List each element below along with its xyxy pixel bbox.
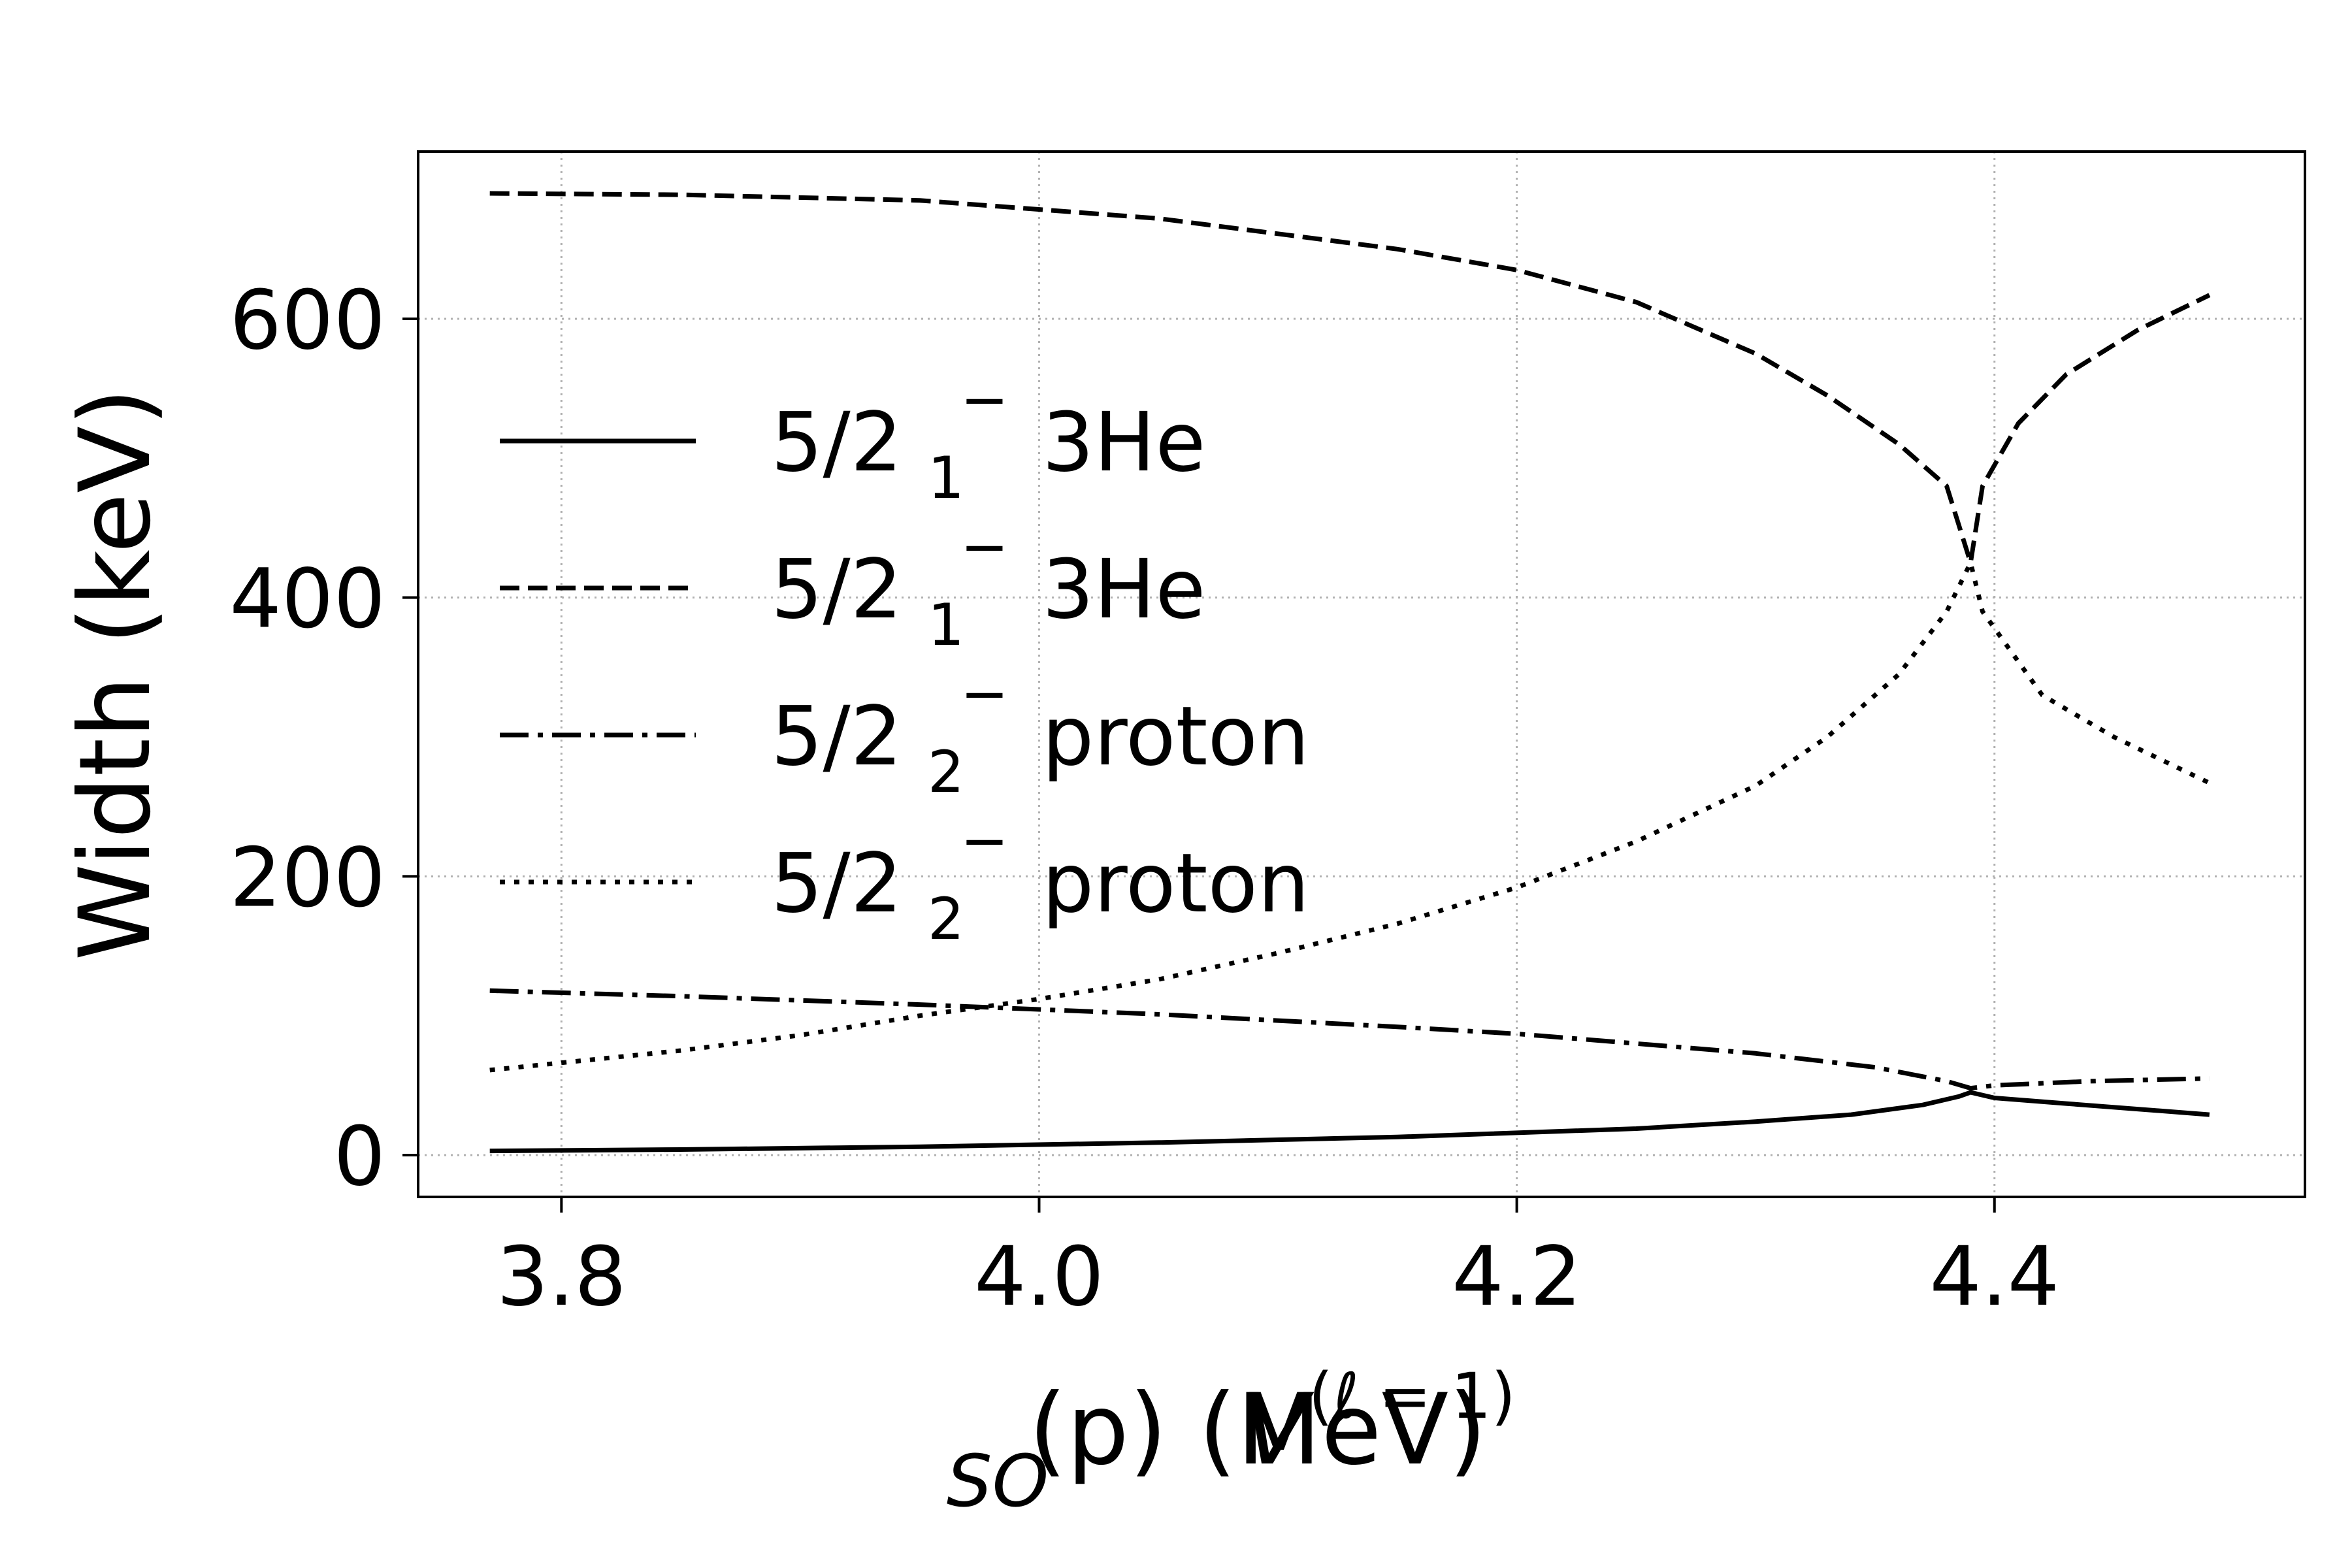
x-tick-label: 4.0 — [974, 1230, 1104, 1324]
y-tick-label: 200 — [229, 830, 385, 925]
plot-frame — [417, 150, 2306, 1198]
legend-subscript: 1 — [928, 591, 964, 659]
legend-base: 5/2 — [771, 689, 902, 784]
x-tick-label: 4.4 — [1929, 1230, 2059, 1324]
x-tick-label: 3.8 — [497, 1230, 627, 1324]
legend-channel: 3He — [1042, 395, 1205, 490]
x-axis-label-base: V — [1241, 1373, 1315, 1487]
legend-subscript: 1 — [928, 444, 964, 512]
legend-label-3he-1-dashed: 5/2 1 − 3He — [771, 513, 1205, 659]
y-axis-label: Width (keV) — [59, 388, 172, 961]
x-axis-label-rest: (p) (MeV) — [1028, 1373, 1486, 1487]
legend-base: 5/2 — [771, 395, 902, 490]
y-tick-label: 600 — [229, 273, 385, 368]
legend-channel: proton — [1042, 836, 1309, 931]
y-axis: 0 200 400 600 — [229, 273, 418, 1204]
legend-subscript: 2 — [928, 738, 964, 806]
y-tick-label: 400 — [229, 552, 385, 647]
legend-superscript: − — [960, 366, 1009, 433]
legend-superscript: − — [960, 660, 1009, 727]
series-layer — [489, 191, 2211, 1154]
grid — [418, 152, 2305, 1197]
series-line-proton-2-dotted — [489, 560, 2211, 1073]
legend-superscript: − — [960, 513, 1009, 580]
legend-channel: 3He — [1042, 542, 1205, 637]
series-line-3he-1-solid — [489, 1090, 2210, 1154]
legend-base: 5/2 — [771, 836, 902, 931]
y-tick-label: 0 — [333, 1109, 385, 1204]
x-axis-label-subscript: SO — [947, 1439, 1049, 1523]
x-axis-label: V(ℓ = 1) SO(p) (MeV) — [947, 1360, 1516, 1523]
legend-label-proton-2-dotted: 5/2 2 − proton — [771, 807, 1309, 953]
series-line-3he-1-dashed — [489, 191, 2211, 565]
x-axis: 3.8 4.0 4.2 4.4 — [497, 1197, 2059, 1324]
legend-base: 5/2 — [771, 542, 902, 637]
series-line-proton-2-dashdot — [489, 988, 2210, 1091]
x-axis-label-superscript: (ℓ = 1) — [1309, 1360, 1516, 1433]
legend-label-proton-2-dashdot: 5/2 2 − proton — [771, 660, 1309, 806]
x-tick-label: 4.2 — [1452, 1230, 1582, 1324]
legend-label-3he-1-solid: 5/2 1 − 3He — [771, 366, 1205, 512]
legend-superscript: − — [960, 807, 1009, 874]
legend-channel: proton — [1042, 689, 1309, 784]
legend-subscript: 2 — [928, 885, 964, 953]
